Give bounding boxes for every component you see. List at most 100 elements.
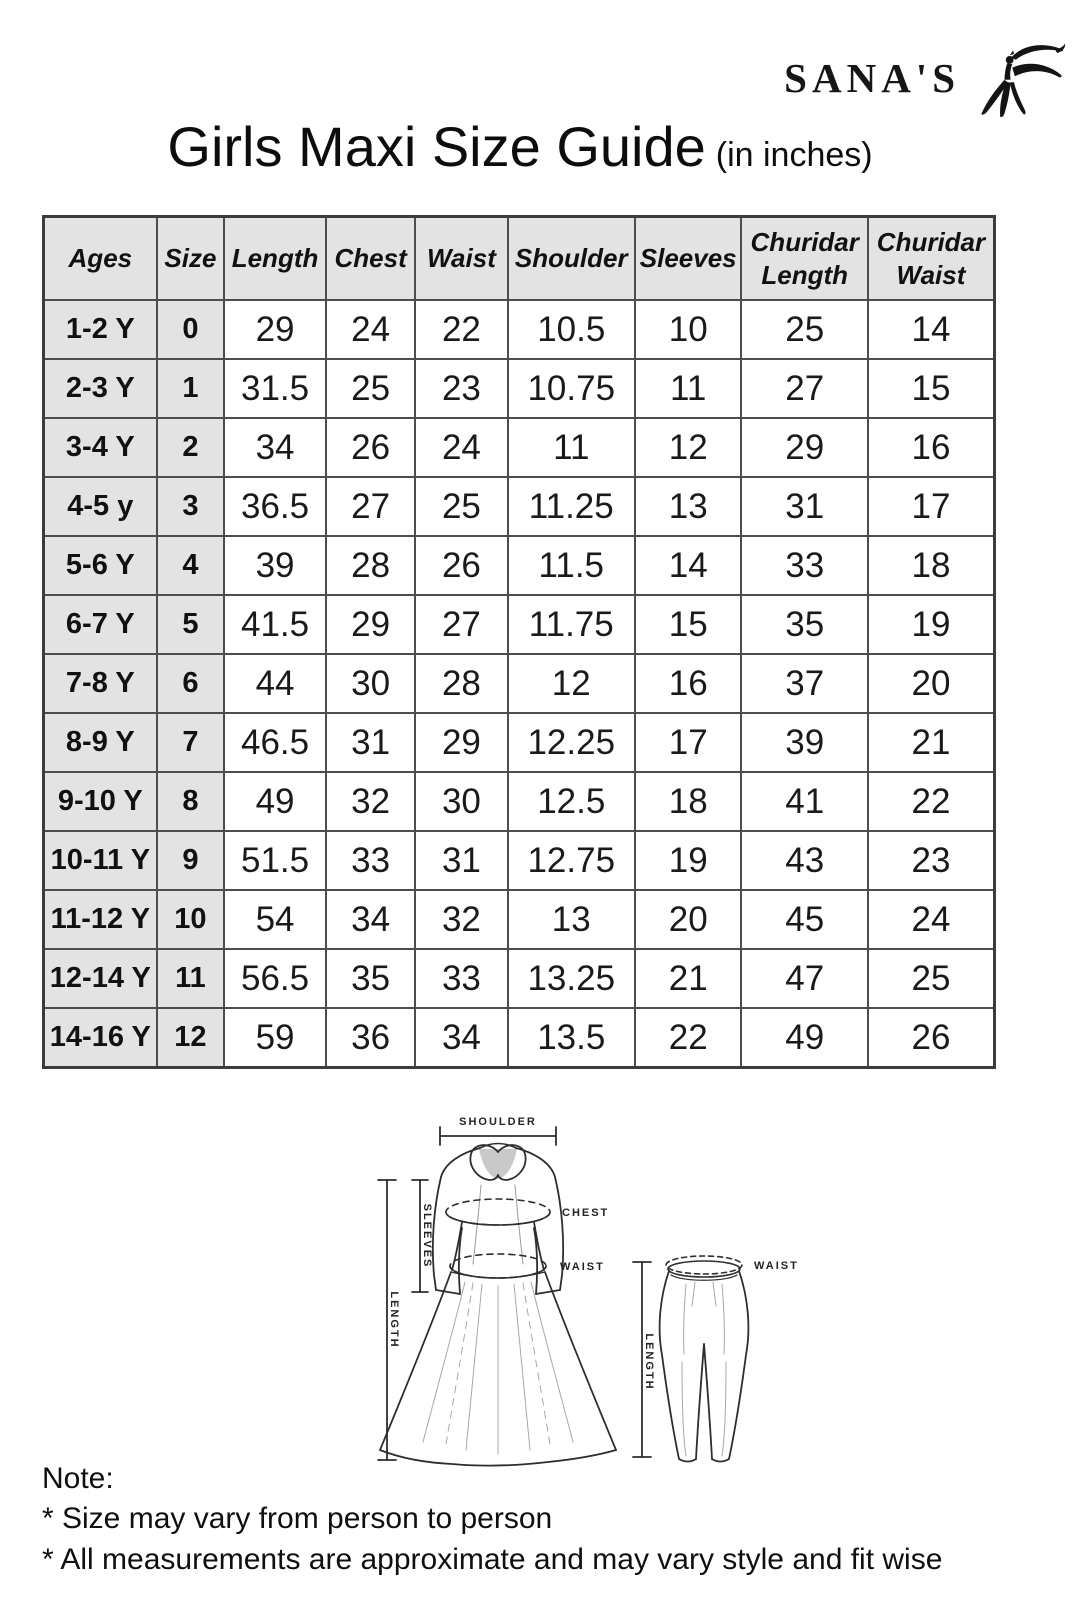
- value-cell: 22: [414, 299, 509, 360]
- table-row: 11-12 Y 10 54 34 32 13 20 45 24: [42, 889, 996, 950]
- size-cell: 0: [155, 299, 226, 360]
- size-cell: 11: [155, 948, 226, 1009]
- value-cell: 26: [414, 535, 509, 596]
- sleeves-measure-label: SLEEVES: [421, 1204, 433, 1269]
- value-cell: 34: [324, 889, 417, 950]
- age-cell: 6-7 Y: [42, 594, 158, 655]
- chest-measure-label: CHEST: [562, 1207, 609, 1219]
- table-row: 7-8 Y 6 44 30 28 12 16 37 20: [42, 653, 996, 714]
- value-cell: 35: [740, 594, 869, 655]
- value-cell: 34: [414, 1007, 509, 1069]
- value-cell: 27: [740, 358, 869, 419]
- value-cell: 41: [740, 771, 869, 832]
- value-cell: 27: [324, 476, 417, 537]
- table-row: 3-4 Y 2 34 26 24 11 12 29 16: [42, 417, 996, 478]
- value-cell: 26: [866, 1007, 996, 1069]
- brand-logo: SANA'S: [784, 40, 1066, 122]
- age-cell: 2-3 Y: [42, 358, 158, 419]
- age-cell: 5-6 Y: [42, 535, 158, 596]
- value-cell: 25: [414, 476, 509, 537]
- value-cell: 51.5: [223, 830, 327, 891]
- value-cell: 46.5: [223, 712, 327, 773]
- column-header-size: Size: [155, 215, 226, 301]
- value-cell: 31: [414, 830, 509, 891]
- value-cell: 31: [324, 712, 417, 773]
- dress-waist-measure-label: WAIST: [560, 1261, 605, 1273]
- value-cell: 37: [740, 653, 869, 714]
- value-cell: 25: [866, 948, 996, 1009]
- value-cell: 12.25: [506, 712, 636, 773]
- measurement-diagram: SHOULDER SLEEVES LENGTH CHEST WAIST WAIS…: [377, 1116, 797, 1467]
- value-cell: 36: [324, 1007, 417, 1069]
- value-cell: 36.5: [223, 476, 327, 537]
- value-cell: 12.75: [506, 830, 636, 891]
- value-cell: 28: [414, 653, 509, 714]
- column-header-sleeves: Sleeves: [633, 215, 743, 301]
- table-row: 2-3 Y 1 31.5 25 23 10.75 11 27 15: [42, 358, 996, 419]
- size-table-header-row: Ages Size Length Chest Waist Shoulder Sleeves C…: [42, 215, 996, 301]
- table-row: 6-7 Y 5 41.5 29 27 11.75 15 35 19: [42, 594, 996, 655]
- value-cell: 11.75: [506, 594, 636, 655]
- value-cell: 28: [324, 535, 417, 596]
- table-row: 10-11 Y 9 51.5 33 31 12.75 19 43 23: [42, 830, 996, 891]
- table-row: 12-14 Y 11 56.5 35 33 13.25 21 47 25: [42, 948, 996, 1009]
- value-cell: 27: [414, 594, 509, 655]
- value-cell: 29: [414, 712, 509, 773]
- value-cell: 26: [324, 417, 417, 478]
- column-header-length: Length: [223, 215, 327, 301]
- value-cell: 47: [740, 948, 869, 1009]
- table-row: 4-5 y 3 36.5 27 25 11.25 13 31 17: [42, 476, 996, 537]
- size-cell: 10: [155, 889, 226, 950]
- value-cell: 12: [506, 653, 636, 714]
- note-item: * Size may vary from person to person: [42, 1502, 553, 1535]
- value-cell: 21: [866, 712, 996, 773]
- value-cell: 25: [740, 299, 869, 360]
- value-cell: 41.5: [223, 594, 327, 655]
- value-cell: 13.5: [506, 1007, 636, 1069]
- value-cell: 31.5: [223, 358, 327, 419]
- value-cell: 23: [866, 830, 996, 891]
- value-cell: 16: [866, 417, 996, 478]
- age-cell: 14-16 Y: [42, 1007, 158, 1069]
- value-cell: 23: [414, 358, 509, 419]
- size-cell: 3: [155, 476, 226, 537]
- column-header-waist: Waist: [414, 215, 509, 301]
- value-cell: 33: [740, 535, 869, 596]
- value-cell: 33: [414, 948, 509, 1009]
- age-cell: 1-2 Y: [42, 299, 158, 360]
- value-cell: 22: [633, 1007, 743, 1069]
- value-cell: 13: [506, 889, 636, 950]
- size-cell: 5: [155, 594, 226, 655]
- value-cell: 32: [324, 771, 417, 832]
- size-cell: 1: [155, 358, 226, 419]
- value-cell: 29: [324, 594, 417, 655]
- dress-length-measure-label: LENGTH: [388, 1291, 400, 1348]
- value-cell: 24: [414, 417, 509, 478]
- age-cell: 11-12 Y: [42, 889, 158, 950]
- age-cell: 3-4 Y: [42, 417, 158, 478]
- value-cell: 39: [223, 535, 327, 596]
- value-cell: 19: [633, 830, 743, 891]
- notes-heading: Note:: [42, 1462, 114, 1495]
- page-title: Girls Maxi Size Guide (in inches): [0, 114, 1040, 179]
- value-cell: 20: [866, 653, 996, 714]
- note-item: * All measurements are approximate and m…: [42, 1543, 943, 1576]
- value-cell: 11: [506, 417, 636, 478]
- column-header-churidar-length: Churidar Length: [740, 215, 869, 301]
- size-cell: 6: [155, 653, 226, 714]
- table-row: 5-6 Y 4 39 28 26 11.5 14 33 18: [42, 535, 996, 596]
- size-cell: 7: [155, 712, 226, 773]
- table-row: 8-9 Y 7 46.5 31 29 12.25 17 39 21: [42, 712, 996, 773]
- value-cell: 14: [633, 535, 743, 596]
- value-cell: 18: [866, 535, 996, 596]
- age-cell: 4-5 y: [42, 476, 158, 537]
- value-cell: 11.25: [506, 476, 636, 537]
- value-cell: 31: [740, 476, 869, 537]
- value-cell: 17: [633, 712, 743, 773]
- value-cell: 24: [866, 889, 996, 950]
- brand-name: SANA'S: [784, 55, 960, 101]
- value-cell: 15: [633, 594, 743, 655]
- value-cell: 15: [866, 358, 996, 419]
- value-cell: 13.25: [506, 948, 636, 1009]
